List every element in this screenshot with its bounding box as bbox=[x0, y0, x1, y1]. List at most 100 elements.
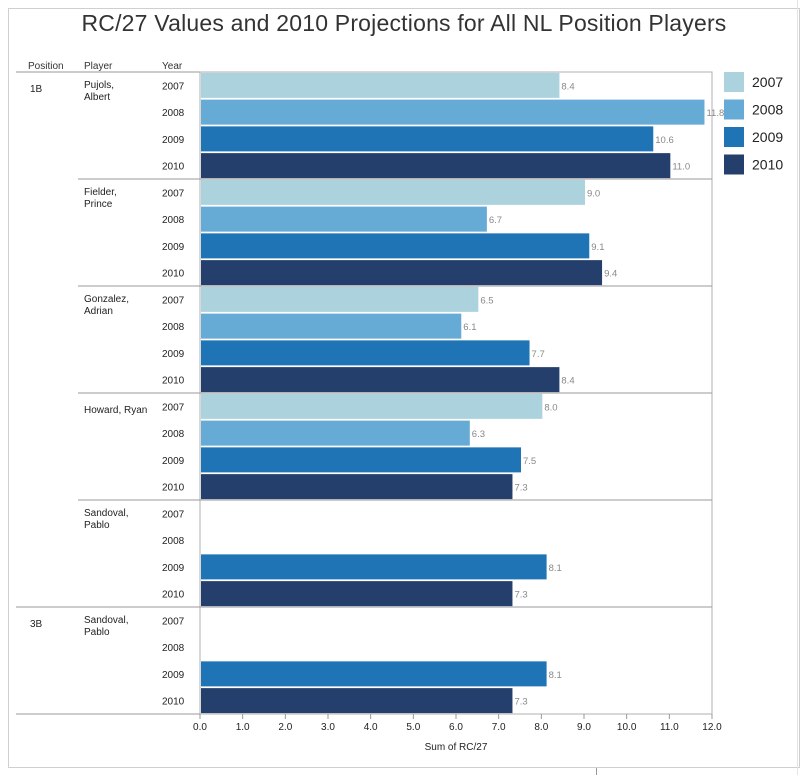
year-label: 2009 bbox=[162, 563, 185, 574]
bar bbox=[201, 153, 671, 179]
bar bbox=[201, 688, 513, 714]
bar bbox=[201, 661, 547, 687]
year-label: 2007 bbox=[162, 81, 185, 92]
data-label: 7.7 bbox=[532, 349, 545, 360]
data-label: 8.4 bbox=[561, 376, 574, 387]
year-label: 2010 bbox=[162, 697, 185, 708]
divider bbox=[797, 0, 798, 775]
legend-swatch bbox=[724, 127, 744, 147]
x-tick-label: 5.0 bbox=[406, 722, 420, 733]
year-label: 2008 bbox=[162, 322, 185, 333]
data-label: 7.3 bbox=[514, 483, 527, 494]
legend-label: 2008 bbox=[752, 102, 783, 118]
position-label: 1B bbox=[30, 84, 43, 95]
bar bbox=[201, 286, 479, 312]
x-tick-label: 6.0 bbox=[449, 722, 463, 733]
bar bbox=[201, 206, 487, 232]
x-tick-label: 4.0 bbox=[364, 722, 378, 733]
legend-label: 2009 bbox=[752, 129, 783, 145]
column-header-player: Player bbox=[84, 61, 113, 72]
data-label: 8.0 bbox=[544, 402, 557, 413]
data-label: 7.3 bbox=[514, 697, 527, 708]
bar bbox=[201, 126, 654, 152]
bar bbox=[201, 581, 513, 607]
data-label: 6.5 bbox=[480, 295, 493, 306]
bar bbox=[201, 99, 705, 125]
bar bbox=[201, 474, 513, 500]
year-label: 2007 bbox=[162, 509, 185, 520]
player-label: Sandoval, Pablo bbox=[84, 508, 128, 531]
legend-swatch bbox=[724, 154, 744, 175]
year-label: 2008 bbox=[162, 215, 185, 226]
bar bbox=[201, 340, 530, 366]
year-label: 2008 bbox=[162, 429, 185, 440]
player-label: Sandoval, Pablo bbox=[84, 615, 128, 638]
divider bbox=[596, 768, 597, 775]
legend-label: 2010 bbox=[752, 157, 783, 173]
bar bbox=[201, 313, 462, 339]
player-label: Pujols, Albert bbox=[84, 80, 114, 103]
data-label: 8.4 bbox=[561, 81, 574, 92]
year-label: 2010 bbox=[162, 590, 185, 601]
bar bbox=[201, 179, 585, 205]
x-tick-label: 12.0 bbox=[702, 722, 722, 733]
legend-swatch bbox=[724, 72, 744, 92]
year-label: 2009 bbox=[162, 670, 185, 681]
legend-label: 2007 bbox=[752, 74, 783, 90]
bar bbox=[201, 260, 603, 286]
bar bbox=[201, 447, 521, 473]
data-label: 6.1 bbox=[463, 322, 476, 333]
x-tick-label: 3.0 bbox=[321, 722, 335, 733]
year-label: 2008 bbox=[162, 536, 185, 547]
data-label: 8.1 bbox=[549, 563, 562, 574]
year-label: 2008 bbox=[162, 643, 185, 654]
x-tick-label: 10.0 bbox=[617, 722, 637, 733]
x-tick-label: 2.0 bbox=[278, 722, 292, 733]
year-label: 2010 bbox=[162, 376, 185, 387]
data-label: 10.6 bbox=[655, 135, 674, 146]
player-label: Fielder, Prince bbox=[84, 187, 117, 210]
bar bbox=[201, 420, 470, 446]
year-label: 2010 bbox=[162, 269, 185, 280]
year-label: 2007 bbox=[162, 616, 185, 627]
bar bbox=[201, 72, 560, 98]
data-label: 11.0 bbox=[672, 162, 690, 173]
data-label: 8.1 bbox=[549, 670, 562, 681]
x-axis-title: Sum of RC/27 bbox=[425, 742, 488, 753]
year-label: 2007 bbox=[162, 295, 185, 306]
year-label: 2010 bbox=[162, 483, 185, 494]
year-label: 2007 bbox=[162, 402, 185, 413]
year-label: 2009 bbox=[162, 135, 185, 146]
data-label: 11.8 bbox=[706, 108, 724, 119]
data-label: 9.1 bbox=[591, 242, 604, 253]
x-tick-label: 8.0 bbox=[534, 722, 548, 733]
data-label: 6.7 bbox=[489, 215, 502, 226]
column-header-position: Position bbox=[28, 61, 64, 72]
bar bbox=[201, 367, 560, 393]
player-label: Howard, Ryan bbox=[84, 405, 147, 416]
year-label: 2010 bbox=[162, 162, 185, 173]
x-tick-label: 1.0 bbox=[236, 722, 250, 733]
x-tick-label: 9.0 bbox=[577, 722, 591, 733]
bar bbox=[201, 554, 547, 580]
year-label: 2009 bbox=[162, 349, 185, 360]
data-label: 9.4 bbox=[604, 269, 617, 280]
data-label: 9.0 bbox=[587, 188, 600, 199]
bar bbox=[201, 393, 543, 419]
legend-swatch bbox=[724, 99, 744, 120]
year-label: 2008 bbox=[162, 108, 185, 119]
year-label: 2009 bbox=[162, 242, 185, 253]
column-header-year: Year bbox=[162, 61, 183, 72]
data-label: 7.5 bbox=[523, 456, 536, 467]
bar bbox=[201, 233, 590, 259]
x-tick-label: 7.0 bbox=[492, 722, 506, 733]
position-label: 3B bbox=[30, 619, 43, 630]
x-tick-label: 11.0 bbox=[660, 722, 679, 733]
data-label: 7.3 bbox=[514, 590, 527, 601]
chart-frame bbox=[8, 8, 800, 768]
x-tick-label: 0.0 bbox=[193, 722, 207, 733]
player-label: Gonzalez, Adrian bbox=[84, 294, 129, 317]
year-label: 2007 bbox=[162, 188, 185, 199]
chart-title: RC/27 Values and 2010 Projections for Al… bbox=[81, 10, 727, 36]
